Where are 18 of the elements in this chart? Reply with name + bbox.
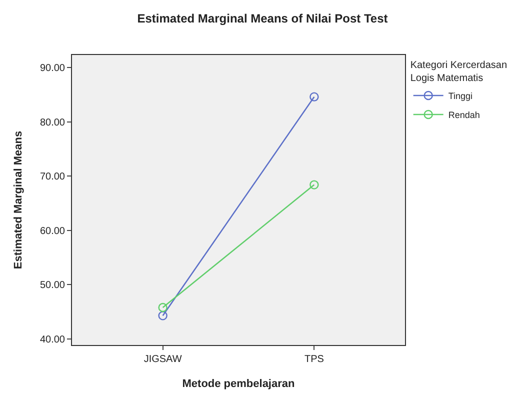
y-tick-label: 70.00: [40, 172, 66, 183]
y-axis-title: Estimated Marginal Means: [12, 130, 25, 270]
y-tick-label: 60.00: [40, 226, 66, 237]
point: [310, 92, 319, 102]
y-tick-label: 80.00: [40, 117, 66, 128]
chart-title: Estimated Marginal Means of Nilai Post Test: [137, 11, 388, 26]
legend-label: Rendah: [448, 110, 480, 120]
legend-label: Tinggi: [448, 91, 473, 102]
point: [158, 302, 168, 312]
legend-title: Kategori Kercerdasan Logis Matematis: [410, 60, 508, 84]
point: [310, 180, 319, 190]
x-tick-label: TPS: [304, 354, 324, 365]
y-tick-label: 90.00: [40, 62, 66, 74]
x-axis-title: Metode pembelajaran: [182, 378, 296, 390]
y-tick-label: 50.00: [40, 280, 66, 292]
y-tick-label: 40.00: [40, 334, 66, 346]
point: [158, 311, 168, 320]
x-tick-label: JIGSAW: [144, 354, 182, 365]
